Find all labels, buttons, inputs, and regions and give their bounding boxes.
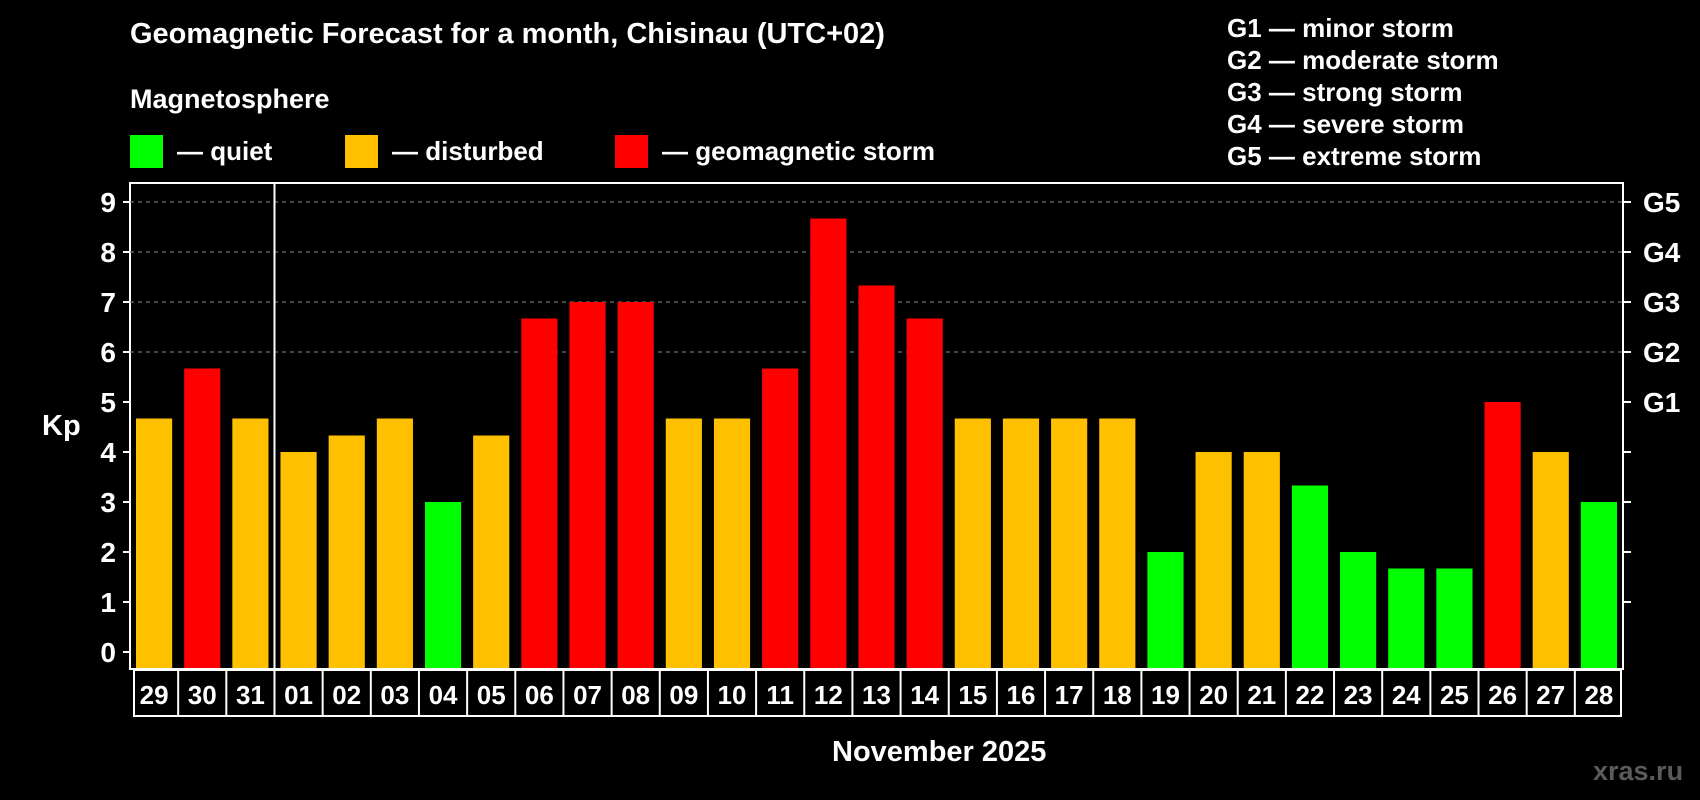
x-tick-label-15: 15 (958, 680, 987, 710)
bar-07 (569, 302, 606, 668)
x-tick-label-22: 22 (1295, 680, 1324, 710)
x-tick-label-16: 16 (1007, 680, 1036, 710)
y-tick-label-6: 6 (100, 337, 116, 368)
bar-02 (328, 435, 365, 668)
bar-11 (762, 368, 799, 668)
bar-31 (232, 418, 269, 668)
x-tick-label-29: 29 (140, 680, 169, 710)
x-tick-label-25: 25 (1440, 680, 1469, 710)
bar-10 (713, 418, 751, 668)
legend-swatch-disturbed (345, 134, 378, 168)
legend-item-disturbed: — disturbed (345, 134, 544, 168)
x-axis-label: November 2025 (832, 736, 1047, 768)
x-tick-label-30: 30 (188, 680, 217, 710)
legend-label-quiet: — quiet (177, 135, 273, 166)
y-tick-label-1: 1 (100, 587, 116, 618)
x-tick-label-05: 05 (477, 680, 506, 710)
bar-14 (906, 318, 943, 668)
y-tick-label-5: 5 (100, 387, 116, 418)
x-tick-label-24: 24 (1392, 680, 1421, 710)
bar-27 (1532, 452, 1569, 668)
x-tick-label-27: 27 (1536, 680, 1565, 710)
y-axis-label: Kp (42, 410, 81, 442)
bar-08 (617, 302, 654, 668)
y-tick-label-7: 7 (100, 287, 116, 318)
right-axis-label-g3: G3 (1643, 287, 1680, 318)
x-tick-label-17: 17 (1055, 680, 1084, 710)
right-axis-label-g5: G5 (1643, 187, 1680, 218)
y-tick-label-4: 4 (100, 437, 116, 468)
bar-13 (858, 285, 895, 668)
x-tick-label-14: 14 (910, 680, 939, 710)
x-tick-label-04: 04 (429, 680, 458, 710)
storm-scale-list: G1 — minor storm G2 — moderate storm G3 … (1227, 12, 1499, 172)
bar-01 (280, 452, 317, 668)
y-tick-label-9: 9 (100, 187, 116, 218)
bar-25 (1436, 568, 1473, 668)
x-tick-label-28: 28 (1584, 680, 1613, 710)
x-tick-label-12: 12 (814, 680, 843, 710)
chart-title: Geomagnetic Forecast for a month, Chisin… (130, 18, 885, 50)
x-tick-label-10: 10 (718, 680, 747, 710)
storm-scale-g5: G5 — extreme storm (1227, 141, 1482, 171)
x-tick-label-23: 23 (1344, 680, 1373, 710)
bar-04 (424, 502, 462, 668)
legend-subtitle: Magnetosphere (130, 84, 330, 114)
right-axis-label-g4: G4 (1643, 237, 1681, 268)
bar-30 (184, 368, 221, 668)
bar-29 (136, 418, 173, 668)
x-tick-label-11: 11 (766, 680, 794, 710)
bar-21 (1243, 452, 1280, 668)
bar-12 (810, 218, 847, 668)
bar-26 (1484, 402, 1521, 668)
x-tick-label-06: 06 (525, 680, 554, 710)
bar-18 (1099, 418, 1136, 668)
x-tick-label-02: 02 (332, 680, 361, 710)
bar-06 (521, 318, 558, 668)
storm-scale-g3: G3 — strong storm (1227, 77, 1463, 107)
bar-16 (1002, 418, 1040, 668)
legend-label-storm: — geomagnetic storm (662, 135, 936, 166)
x-tick-label-03: 03 (380, 680, 409, 710)
y-tick-label-8: 8 (100, 237, 116, 268)
x-tick-label-26: 26 (1488, 680, 1517, 710)
bar-05 (473, 435, 510, 668)
x-tick-label-18: 18 (1103, 680, 1132, 710)
storm-scale-g2: G2 — moderate storm (1227, 45, 1499, 75)
bar-20 (1195, 452, 1232, 668)
bar-23 (1340, 552, 1377, 668)
y-tick-label-2: 2 (100, 537, 116, 568)
bar-03 (376, 418, 413, 668)
x-tick-label-08: 08 (621, 680, 650, 710)
right-axis-label-g2: G2 (1643, 337, 1680, 368)
watermark: xras.ru (1593, 756, 1684, 786)
x-tick-label-21: 21 (1247, 680, 1276, 710)
bar-22 (1291, 485, 1329, 668)
legend-label-disturbed: — disturbed (392, 135, 544, 166)
legend-swatch-quiet (130, 134, 163, 168)
x-tick-label-20: 20 (1199, 680, 1228, 710)
legend-item-storm: — geomagnetic storm (615, 134, 935, 168)
bar-17 (1051, 418, 1088, 668)
y-tick-label-0: 0 (100, 637, 116, 668)
right-axis-label-g1: G1 (1643, 387, 1680, 418)
legend-swatch-storm (615, 134, 648, 168)
x-label-box (133, 669, 1622, 717)
bar-09 (665, 418, 702, 668)
bar-15 (954, 418, 991, 668)
x-tick-label-19: 19 (1151, 680, 1180, 710)
x-tick-label-31: 31 (236, 680, 265, 710)
x-tick-label-13: 13 (862, 680, 891, 710)
bar-19 (1147, 552, 1184, 668)
bar-24 (1388, 568, 1425, 668)
y-tick-label-3: 3 (100, 487, 116, 518)
x-tick-label-07: 07 (573, 680, 602, 710)
x-tick-label-09: 09 (669, 680, 698, 710)
legend-item-quiet: — quiet (130, 134, 272, 168)
x-tick-label-01: 01 (284, 680, 313, 710)
storm-scale-g4: G4 — severe storm (1227, 109, 1465, 139)
bar-28 (1580, 502, 1617, 668)
storm-scale-g1: G1 — minor storm (1227, 13, 1454, 43)
